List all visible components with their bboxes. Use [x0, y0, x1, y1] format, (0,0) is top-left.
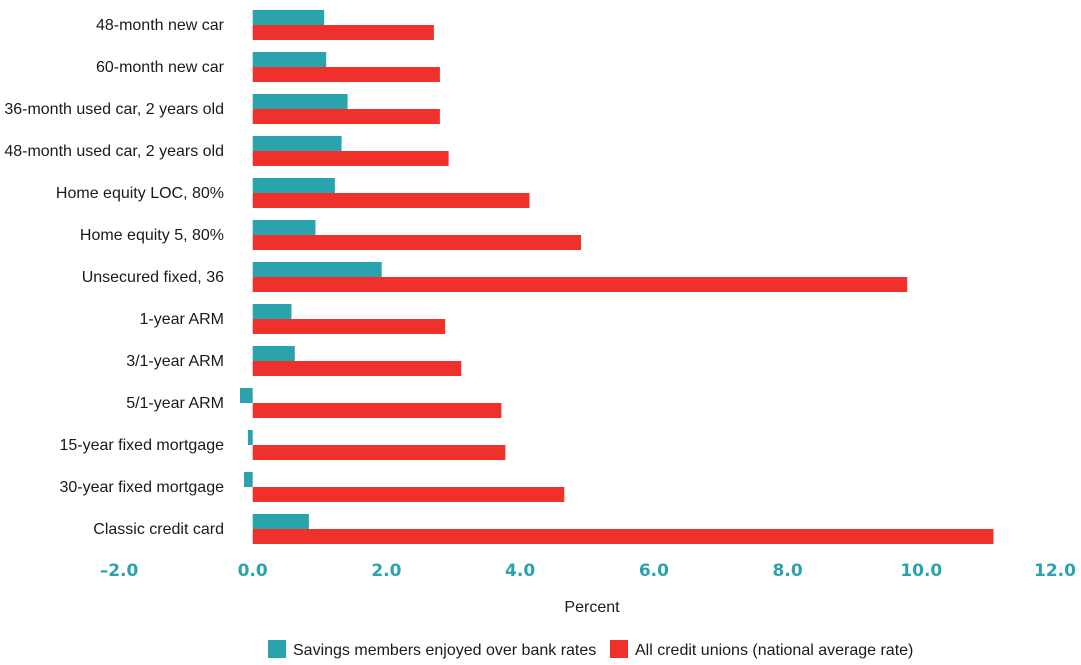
legend-swatch-savings — [268, 640, 286, 658]
legend-label-credit-unions: All credit unions (national average rate… — [635, 642, 913, 659]
bar-credit-unions-7 — [252, 319, 446, 334]
bar-credit-unions-10 — [252, 445, 506, 460]
bar-credit-unions-11 — [252, 487, 565, 502]
bar-savings-8 — [252, 346, 295, 361]
x-tick-label: 10.0 — [900, 561, 942, 581]
category-label: 1-year ARM — [140, 311, 224, 328]
bar-savings-5 — [252, 220, 316, 235]
legend-swatch-credit-unions — [610, 640, 628, 658]
category-label: 5/1-year ARM — [126, 395, 224, 412]
bar-savings-4 — [252, 178, 335, 193]
x-tick-label: 2.0 — [371, 561, 401, 581]
bar-credit-unions-6 — [252, 277, 908, 292]
category-label: Home equity LOC, 80% — [56, 185, 224, 202]
x-axis-title: Percent — [564, 599, 620, 616]
bar-savings-6 — [252, 262, 382, 277]
bar-credit-unions-5 — [252, 235, 581, 250]
bar-credit-unions-0 — [252, 25, 434, 40]
category-labels: 48-month new car 60-month new car 36-month… — [4, 17, 224, 538]
legend: Savings members enjoyed over bank rates … — [268, 640, 913, 659]
category-label: Classic credit card — [93, 521, 224, 538]
bar-savings-10 — [248, 430, 253, 445]
bar-savings-11 — [244, 472, 253, 487]
bar-savings-9 — [240, 388, 253, 403]
bar-credit-unions-1 — [252, 67, 440, 82]
bar-credit-unions-8 — [252, 361, 462, 376]
x-tick-labels: –2.0 0.0 2.0 4.0 6.0 8.0 10.0 12.0 — [100, 561, 1076, 581]
category-label: 48-month used car, 2 years old — [4, 143, 224, 160]
bar-credit-unions-3 — [252, 151, 449, 166]
bar-credit-unions-4 — [252, 193, 530, 208]
category-label: Unsecured fixed, 36 — [82, 269, 224, 286]
category-label: 30-year fixed mortgage — [59, 479, 224, 496]
x-tick-label: –2.0 — [100, 561, 139, 581]
bar-savings-12 — [252, 514, 309, 529]
x-tick-label: 4.0 — [505, 561, 535, 581]
category-label: 48-month new car — [96, 17, 225, 34]
bar-savings-0 — [252, 10, 325, 25]
bars-group — [240, 10, 994, 544]
category-label: 60-month new car — [96, 59, 225, 76]
bar-credit-unions-9 — [252, 403, 502, 418]
bar-savings-1 — [252, 52, 327, 67]
bar-savings-7 — [252, 304, 292, 319]
legend-label-savings: Savings members enjoyed over bank rates — [293, 642, 596, 659]
x-tick-label: 6.0 — [639, 561, 669, 581]
x-tick-label: 8.0 — [773, 561, 803, 581]
category-label: Home equity 5, 80% — [80, 227, 224, 244]
x-tick-label: 0.0 — [238, 561, 268, 581]
bar-savings-2 — [252, 94, 348, 109]
x-tick-label: 12.0 — [1034, 561, 1076, 581]
bar-savings-3 — [252, 136, 342, 151]
bar-credit-unions-12 — [252, 529, 994, 544]
category-label: 36-month used car, 2 years old — [4, 101, 224, 118]
category-label: 15-year fixed mortgage — [59, 437, 224, 454]
bar-credit-unions-2 — [252, 109, 440, 124]
category-label: 3/1-year ARM — [126, 353, 224, 370]
